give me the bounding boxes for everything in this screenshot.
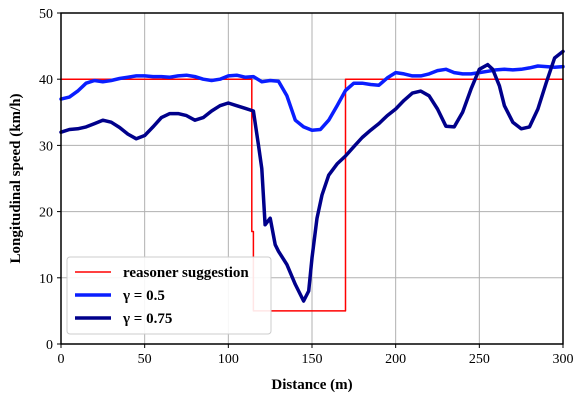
legend-label-2: γ = 0.5: [122, 288, 165, 304]
legend-box: [66, 256, 272, 335]
y-tick-label: 30: [39, 139, 53, 154]
y-axis-label: Longitudinal speed (km/h): [8, 93, 24, 263]
legend-label-1: reasoner suggestion: [123, 265, 249, 281]
x-tick-label: 50: [138, 352, 152, 367]
x-tick-label: 0: [58, 352, 65, 367]
x-tick-label: 300: [553, 352, 574, 367]
x-axis-label: Distance (m): [271, 377, 352, 393]
series-line-3: [59, 49, 565, 303]
x-tick-label: 150: [302, 352, 323, 367]
axis-ticks: 0 50 100 150 200 250 300 0 10 20 30 40 50: [39, 7, 574, 367]
legend-label-3: γ = 0.75: [122, 311, 172, 327]
legend: reasoner suggestion γ = 0.5 γ = 0.75: [66, 256, 272, 335]
y-tick-label: 0: [46, 338, 53, 353]
x-tick-label: 250: [469, 352, 490, 367]
x-tick-label: 200: [385, 352, 406, 367]
y-tick-label: 50: [39, 7, 53, 22]
y-tick-label: 40: [39, 73, 53, 88]
x-tick-label: 100: [218, 352, 239, 367]
y-tick-label: 10: [39, 272, 53, 287]
y-tick-label: 20: [39, 206, 53, 221]
